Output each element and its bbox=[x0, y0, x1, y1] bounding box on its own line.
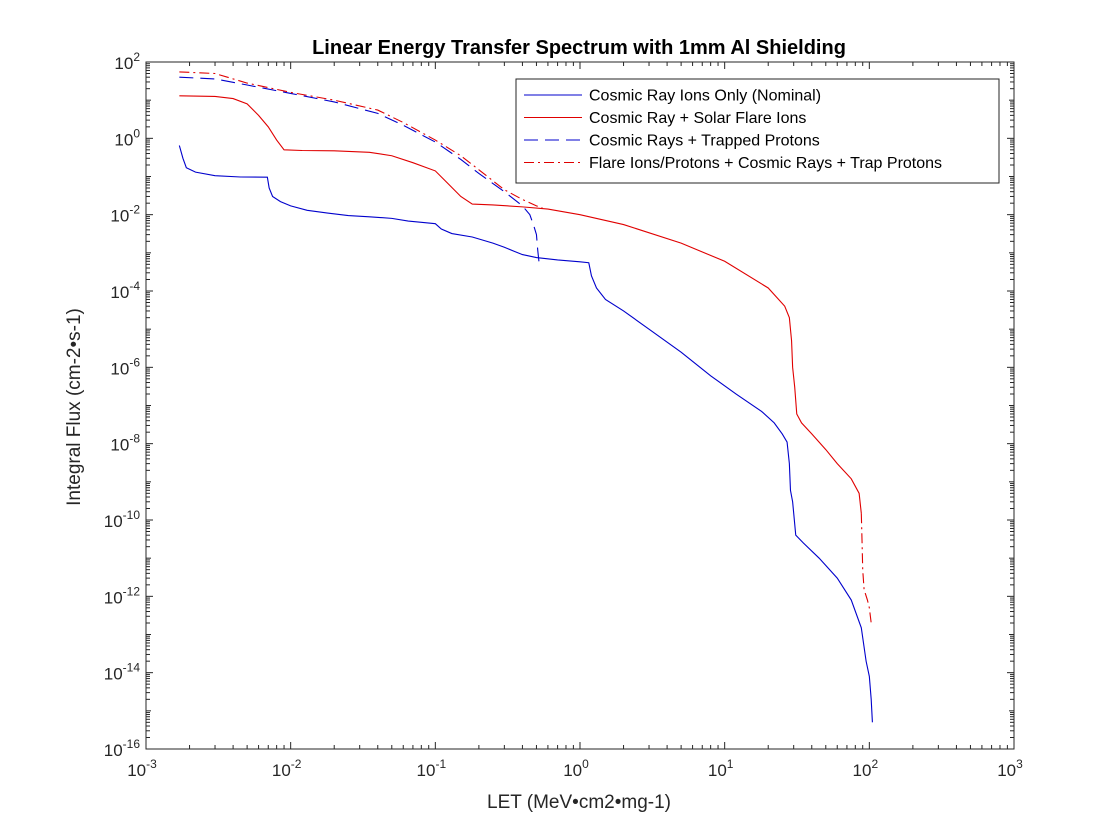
x-tick-label: 101 bbox=[708, 757, 734, 780]
tick-exponent: -4 bbox=[129, 279, 140, 293]
tick-base: 10 bbox=[997, 761, 1016, 780]
tick-base: 10 bbox=[708, 761, 727, 780]
chart-title: Linear Energy Transfer Spectrum with 1mm… bbox=[312, 37, 846, 59]
y-tick-label: 100 bbox=[114, 126, 140, 149]
tick-base: 10 bbox=[417, 761, 436, 780]
tick-exponent: 2 bbox=[871, 757, 878, 771]
series-line-3 bbox=[179, 76, 540, 262]
x-tick-label: 102 bbox=[853, 757, 879, 780]
tick-base: 10 bbox=[114, 54, 133, 73]
tick-exponent: -3 bbox=[146, 757, 157, 771]
y-tick-label: 10-4 bbox=[110, 279, 140, 302]
x-tick-label: 100 bbox=[563, 757, 589, 780]
legend-label-4: Flare Ions/Protons + Cosmic Rays + Trap … bbox=[589, 155, 942, 172]
legend: Cosmic Ray Ions Only (Nominal) Cosmic Ray… bbox=[515, 78, 1000, 184]
y-tick-label: 10-12 bbox=[104, 584, 141, 607]
y-tick-label: 10-8 bbox=[110, 432, 140, 455]
legend-label-1: Cosmic Ray Ions Only (Nominal) bbox=[589, 88, 821, 105]
series-line-1 bbox=[178, 145, 873, 723]
tick-exponent: -10 bbox=[123, 508, 141, 522]
x-tick-label: 10-2 bbox=[272, 757, 302, 780]
series-line-2 bbox=[179, 95, 862, 514]
tick-exponent: -8 bbox=[129, 432, 140, 446]
series-line-4-tail bbox=[860, 513, 872, 624]
tick-base: 10 bbox=[853, 761, 872, 780]
tick-base: 10 bbox=[104, 741, 123, 760]
y-tick-label: 102 bbox=[114, 50, 140, 73]
tick-labels: 10-3 10-2 10-1 100 101 102 10310-1610-1410-121… bbox=[104, 50, 1023, 780]
tick-base: 10 bbox=[104, 588, 123, 607]
legend-label-2: Cosmic Ray + Solar Flare Ions bbox=[589, 110, 806, 127]
x-tick-label: 103 bbox=[997, 757, 1023, 780]
tick-exponent: -14 bbox=[123, 661, 141, 675]
tick-base: 10 bbox=[110, 207, 129, 226]
y-tick-label: 10-10 bbox=[104, 508, 141, 531]
ticks-layer bbox=[145, 61, 1015, 750]
tick-base: 10 bbox=[114, 130, 133, 149]
tick-base: 10 bbox=[110, 283, 129, 302]
y-tick-label: 10-2 bbox=[110, 203, 140, 226]
tick-base: 10 bbox=[127, 761, 146, 780]
tick-exponent: 3 bbox=[1016, 757, 1023, 771]
tick-exponent: 2 bbox=[133, 50, 140, 64]
x-tick-label: 10-1 bbox=[417, 757, 447, 780]
series-line-4 bbox=[179, 71, 543, 209]
tick-exponent: -6 bbox=[129, 355, 140, 369]
tick-exponent: 1 bbox=[727, 757, 734, 771]
y-tick-label: 10-16 bbox=[104, 737, 141, 760]
x-tick-label: 10-3 bbox=[127, 757, 157, 780]
tick-exponent: -2 bbox=[291, 757, 302, 771]
legend-label-3: Cosmic Rays + Trapped Protons bbox=[589, 133, 820, 150]
tick-base: 10 bbox=[272, 761, 291, 780]
tick-exponent: 0 bbox=[582, 757, 589, 771]
tick-base: 10 bbox=[563, 761, 582, 780]
y-tick-label: 10-14 bbox=[104, 661, 141, 684]
y-tick-label: 10-6 bbox=[110, 355, 140, 378]
legend-box bbox=[515, 78, 1000, 184]
tick-exponent: -16 bbox=[123, 737, 141, 751]
tick-base: 10 bbox=[104, 512, 123, 531]
tick-base: 10 bbox=[110, 359, 129, 378]
x-axis-label: LET (MeV•cm2•mg-1) bbox=[487, 792, 671, 813]
y-axis-label: Integral Flux (cm-2•s-1) bbox=[64, 308, 85, 506]
series-layer bbox=[178, 71, 873, 723]
tick-exponent: 0 bbox=[133, 126, 140, 140]
tick-exponent: -2 bbox=[129, 203, 140, 217]
tick-exponent: -1 bbox=[435, 757, 446, 771]
tick-base: 10 bbox=[110, 436, 129, 455]
tick-exponent: -12 bbox=[123, 584, 141, 598]
tick-base: 10 bbox=[104, 665, 123, 684]
